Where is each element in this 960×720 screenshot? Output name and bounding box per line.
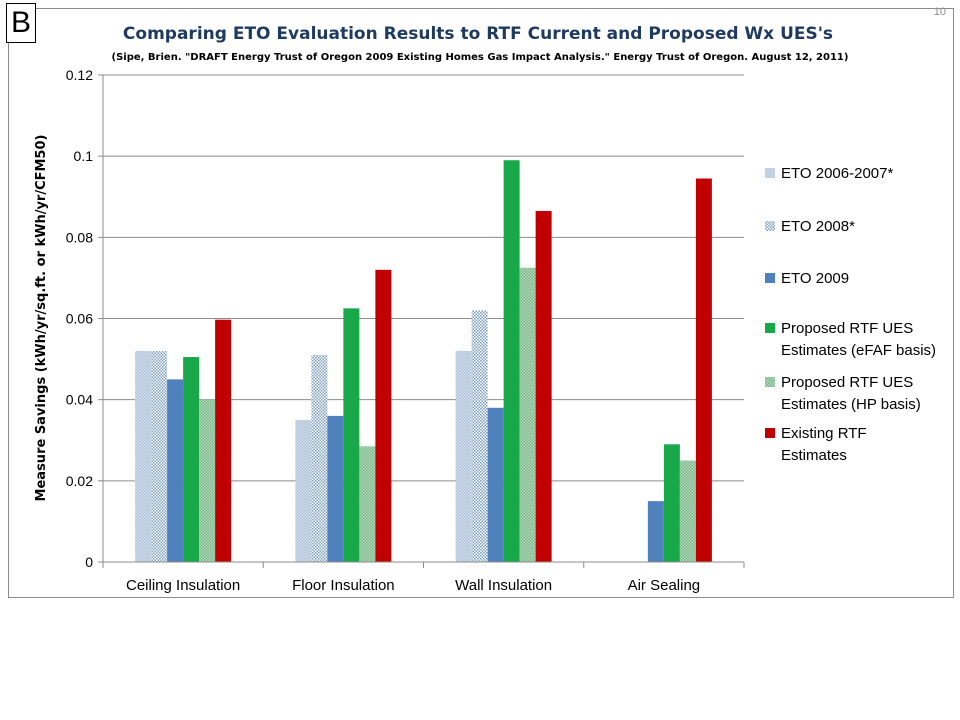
bar-0-5	[215, 319, 232, 562]
axes	[98, 74, 745, 568]
y-tick-label-4: 0.08	[66, 229, 93, 245]
bar-0-0	[135, 350, 152, 562]
x-tick-label-0: Ceiling Insulation	[126, 577, 240, 594]
y-tick-label-0: 0	[85, 554, 93, 570]
x-tick-labels: Ceiling Insulation Floor Insulation Wall I…	[126, 577, 700, 594]
legend-label-5: Existing RTF Estimates	[781, 425, 867, 464]
bar-2-0	[455, 350, 472, 562]
bar-2-3	[503, 160, 520, 562]
bar-0-4	[199, 399, 216, 562]
bar-3-5	[695, 178, 712, 563]
bar-2-1	[471, 310, 488, 562]
x-tick-label-3: Air Sealing	[628, 577, 701, 594]
gridlines	[103, 74, 744, 482]
legend-swatch-0	[765, 168, 775, 178]
y-axis-label: Measure Savings (kWh/yr/sq.ft. or kWh/yr…	[34, 135, 49, 502]
section-badge: B	[6, 3, 36, 43]
bar-1-5	[375, 269, 392, 562]
chart-title: Comparing ETO Evaluation Results to RTF …	[123, 24, 833, 44]
y-tick-label-1: 0.02	[66, 473, 93, 489]
x-tick-label-1: Floor Insulation	[292, 577, 395, 594]
bar-1-4	[359, 446, 376, 562]
legend-label-3: Proposed RTF UES Estimates (eFAF basis)	[781, 320, 936, 359]
legend-swatch-5	[765, 428, 775, 438]
bar-3-4	[679, 460, 696, 562]
bar-1-2	[327, 415, 344, 562]
bar-2-2	[487, 407, 504, 562]
bar-3-3	[663, 444, 680, 562]
legend-label-4: Proposed RTF UES Estimates (HP basis)	[781, 374, 921, 413]
bar-2-5	[535, 210, 552, 562]
bar-0-2	[167, 379, 184, 562]
y-tick-label-5: 0.1	[74, 148, 94, 164]
bar-0-1	[151, 350, 168, 562]
bar-2-4	[519, 267, 536, 562]
legend-swatch-3	[765, 323, 775, 333]
x-tick-label-2: Wall Insulation	[455, 577, 552, 594]
y-tick-labels: 0 0.02 0.04 0.06 0.08 0.1 0.12	[66, 67, 93, 570]
bar-1-3	[343, 308, 360, 562]
chart-frame	[8, 8, 954, 598]
legend-swatch-2	[765, 273, 775, 283]
y-tick-label-3: 0.06	[66, 311, 93, 327]
bar-3-2	[647, 501, 664, 562]
legend-label-2: ETO 2009	[781, 270, 849, 287]
y-tick-label-2: 0.04	[66, 392, 93, 408]
bar-1-1	[311, 355, 328, 562]
legend: ETO 2006-2007* ETO 2008* ETO 2009 Proposed …	[765, 165, 936, 464]
bars	[135, 160, 712, 563]
chart-subtitle: (Sipe, Brien. "DRAFT Energy Trust of Ore…	[112, 52, 849, 63]
y-tick-label-6: 0.12	[66, 67, 93, 83]
bar-1-0	[295, 419, 312, 562]
legend-label-0: ETO 2006-2007*	[781, 165, 893, 182]
legend-swatch-4	[765, 377, 775, 387]
bar-0-3	[183, 357, 200, 562]
legend-label-1: ETO 2008*	[781, 218, 855, 235]
legend-swatch-1	[765, 221, 775, 231]
slide-number-right: 10	[933, 6, 946, 18]
